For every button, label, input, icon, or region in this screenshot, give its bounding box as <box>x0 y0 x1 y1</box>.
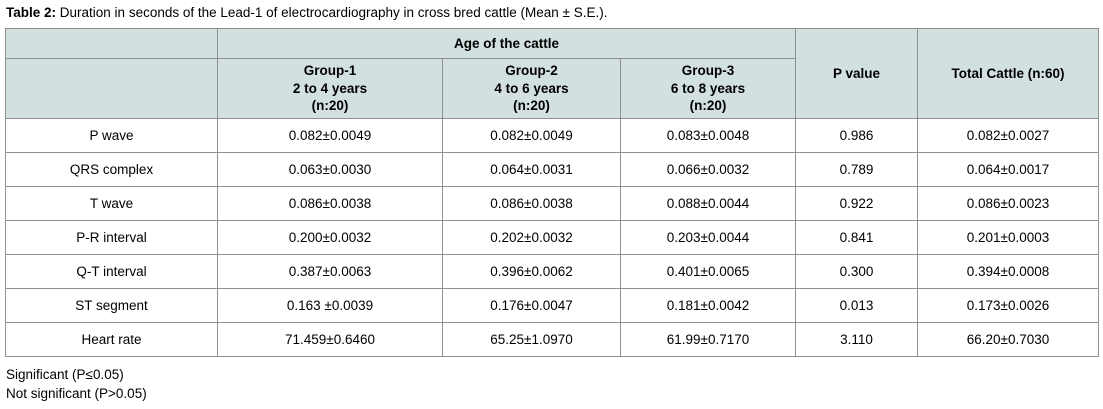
table-row-st-segment: ST segment 0.163 ±0.0039 0.176±0.0047 0.… <box>5 288 1099 323</box>
cell-group2: 0.086±0.0038 <box>442 186 621 221</box>
cell-p-value: 0.789 <box>795 152 918 187</box>
cell-group3: 0.401±0.0065 <box>620 254 796 289</box>
cell-total: 0.394±0.0008 <box>917 254 1099 289</box>
cell-group2: 0.082±0.0049 <box>442 118 621 153</box>
header-empty-cell <box>5 28 218 59</box>
table-row-t-wave: T wave 0.086±0.0038 0.086±0.0038 0.088±0… <box>5 186 1099 221</box>
row-label: Q-T interval <box>5 254 218 289</box>
cell-group1: 0.387±0.0063 <box>217 254 443 289</box>
header-group-3: Group-3 6 to 8 years (n:20) <box>620 58 796 119</box>
cell-group3: 0.088±0.0044 <box>620 186 796 221</box>
footnote-significant: Significant (P≤0.05) <box>6 367 124 382</box>
cell-p-value: 3.110 <box>795 322 918 357</box>
cell-p-value: 0.986 <box>795 118 918 153</box>
cell-total: 0.201±0.0003 <box>917 220 1099 255</box>
table-caption-label: Table 2: <box>6 5 57 20</box>
cell-group1: 71.459±0.6460 <box>217 322 443 357</box>
cell-total: 0.173±0.0026 <box>917 288 1099 323</box>
cell-group3: 0.181±0.0042 <box>620 288 796 323</box>
cell-group2: 0.064±0.0031 <box>442 152 621 187</box>
ecg-duration-table: Age of the cattle P value Total Cattle (… <box>5 28 1099 357</box>
cell-group1: 0.200±0.0032 <box>217 220 443 255</box>
header-p-value: P value <box>795 28 918 119</box>
cell-total: 0.086±0.0023 <box>917 186 1099 221</box>
row-label: Heart rate <box>5 322 218 357</box>
header-row-2: Group-1 2 to 4 years (n:20) Group-2 4 to… <box>5 58 1099 119</box>
cell-p-value: 0.300 <box>795 254 918 289</box>
footnote-not-significant: Not significant (P>0.05) <box>6 386 147 401</box>
cell-group3: 0.203±0.0044 <box>620 220 796 255</box>
row-label: P wave <box>5 118 218 153</box>
row-label: ST segment <box>5 288 218 323</box>
table-caption-text: Duration in seconds of the Lead-1 of ele… <box>59 5 608 20</box>
table-row-qt-interval: Q-T interval 0.387±0.0063 0.396±0.0062 0… <box>5 254 1099 289</box>
header-total-cattle: Total Cattle (n:60) <box>917 28 1099 119</box>
row-label: P-R interval <box>5 220 218 255</box>
cell-p-value: 0.922 <box>795 186 918 221</box>
cell-group1: 0.063±0.0030 <box>217 152 443 187</box>
header-group-1: Group-1 2 to 4 years (n:20) <box>217 58 443 119</box>
row-label: QRS complex <box>5 152 218 187</box>
cell-group2: 0.396±0.0062 <box>442 254 621 289</box>
cell-p-value: 0.841 <box>795 220 918 255</box>
header-group-2: Group-2 4 to 6 years (n:20) <box>442 58 621 119</box>
header-age-of-cattle: Age of the cattle <box>217 28 796 59</box>
cell-group1: 0.163 ±0.0039 <box>217 288 443 323</box>
cell-group3: 0.083±0.0048 <box>620 118 796 153</box>
header-empty-cell-2 <box>5 58 218 119</box>
table-row-pr-interval: P-R interval 0.200±0.0032 0.202±0.0032 0… <box>5 220 1099 255</box>
row-label: T wave <box>5 186 218 221</box>
cell-total: 66.20±0.7030 <box>917 322 1099 357</box>
header-row-1: Age of the cattle P value Total Cattle (… <box>5 28 1099 119</box>
table-row-p-wave: P wave 0.082±0.0049 0.082±0.0049 0.083±0… <box>5 118 1099 153</box>
cell-group3: 0.066±0.0032 <box>620 152 796 187</box>
cell-total: 0.082±0.0027 <box>917 118 1099 153</box>
cell-group3: 61.99±0.7170 <box>620 322 796 357</box>
footnotes: Significant (P≤0.05) Not significant (P>… <box>6 365 1103 403</box>
table-row-qrs-complex: QRS complex 0.063±0.0030 0.064±0.0031 0.… <box>5 152 1099 187</box>
cell-group2: 65.25±1.0970 <box>442 322 621 357</box>
cell-group1: 0.086±0.0038 <box>217 186 443 221</box>
cell-group2: 0.202±0.0032 <box>442 220 621 255</box>
cell-total: 0.064±0.0017 <box>917 152 1099 187</box>
table-row-heart-rate: Heart rate 71.459±0.6460 65.25±1.0970 61… <box>5 322 1099 357</box>
cell-group1: 0.082±0.0049 <box>217 118 443 153</box>
table-caption: Table 2: Duration in seconds of the Lead… <box>0 0 1103 28</box>
cell-group2: 0.176±0.0047 <box>442 288 621 323</box>
cell-p-value: 0.013 <box>795 288 918 323</box>
